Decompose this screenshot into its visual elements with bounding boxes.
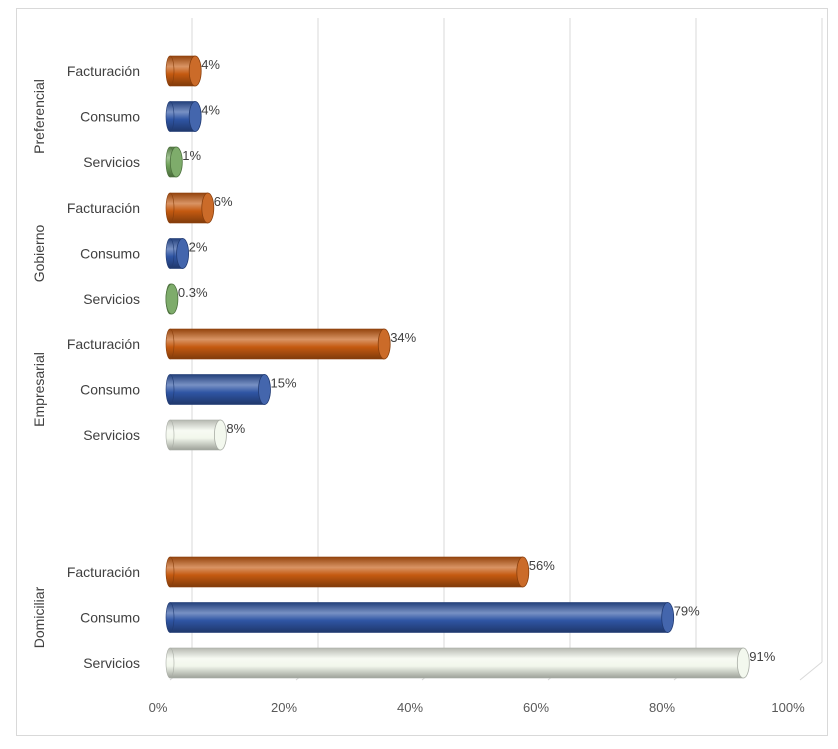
bar-cap-start <box>165 55 175 87</box>
bar-cap-end <box>516 556 530 588</box>
data-label: 2% <box>189 240 208 255</box>
category-label: Servicios <box>83 427 140 443</box>
bar-cap-start <box>165 192 175 224</box>
data-label: 4% <box>201 57 220 72</box>
bar-cap-end <box>165 283 179 315</box>
data-label: 15% <box>271 376 297 391</box>
x-tick-label: 0% <box>149 700 168 715</box>
bar-cap-end <box>213 419 227 451</box>
category-label: Consumo <box>80 109 140 125</box>
category-label: Consumo <box>80 382 140 398</box>
x-tick-label: 60% <box>523 700 549 715</box>
x-tick-label: 40% <box>397 700 423 715</box>
gridline-floor <box>799 661 823 681</box>
bar <box>169 328 385 360</box>
bar-cap-start <box>165 419 175 451</box>
bar-cap-start <box>165 101 175 132</box>
category-label: Servicios <box>83 655 140 671</box>
data-label: 56% <box>529 558 555 573</box>
category-label: Servicios <box>83 291 140 307</box>
data-label: 6% <box>214 194 233 209</box>
category-label: Facturación <box>67 336 140 352</box>
bar <box>169 647 744 679</box>
x-tick-label: 20% <box>271 700 297 715</box>
bar <box>169 602 669 633</box>
bar <box>169 374 265 405</box>
category-label: Consumo <box>80 610 140 626</box>
group-label: Domiciliar <box>31 586 47 648</box>
bar-cap-end <box>176 238 190 269</box>
category-label: Servicios <box>83 154 140 170</box>
x-tick-label: 100% <box>771 700 805 715</box>
bar-cap-end <box>201 192 215 224</box>
bar-cap-end <box>188 101 202 132</box>
bar-cap-start <box>165 602 175 633</box>
data-label: 8% <box>226 421 245 436</box>
data-label: 4% <box>201 103 220 118</box>
x-tick-label: 80% <box>649 700 675 715</box>
bar <box>169 419 221 451</box>
bar-cap-end <box>169 146 183 178</box>
category-label: Facturación <box>67 200 140 216</box>
bar-cap-start <box>165 647 175 679</box>
group-label: Preferencial <box>31 79 47 154</box>
bar <box>169 556 524 588</box>
data-label: 79% <box>674 604 700 619</box>
bar-cap-end <box>188 55 202 87</box>
data-label: 34% <box>390 330 416 345</box>
bar-cap-start <box>165 238 175 269</box>
bar-cap-end <box>377 328 391 360</box>
bar-cap-start <box>165 556 175 588</box>
category-label: Consumo <box>80 246 140 262</box>
bar-cap-end <box>661 602 675 633</box>
category-label: Facturación <box>67 63 140 79</box>
bar-cap-start <box>165 328 175 360</box>
bar-cap-end <box>736 647 750 679</box>
group-label: Gobierno <box>31 224 47 282</box>
bar-cap-start <box>165 374 175 405</box>
data-label: 91% <box>749 649 775 664</box>
bar-cap-end <box>258 374 271 405</box>
group-label: Empresarial <box>31 352 47 427</box>
data-label: 0.3% <box>178 285 208 300</box>
data-label: 1% <box>182 148 201 163</box>
category-label: Facturación <box>67 564 140 580</box>
